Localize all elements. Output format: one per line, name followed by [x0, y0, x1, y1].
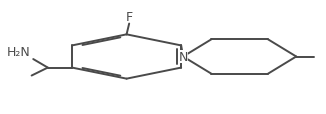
Text: F: F: [126, 11, 133, 24]
Text: N: N: [178, 51, 188, 63]
Text: H₂N: H₂N: [7, 45, 31, 58]
